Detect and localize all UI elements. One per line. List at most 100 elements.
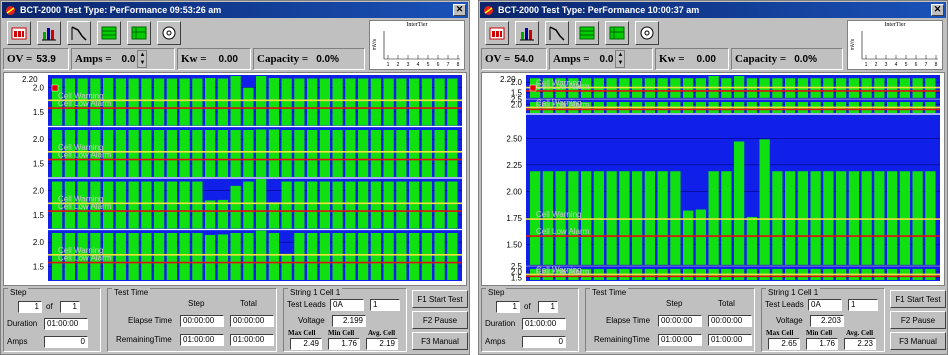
duration-field[interactable]: 01:00:00 (522, 318, 566, 330)
amps-field[interactable]: 0 (522, 336, 566, 348)
pause-button[interactable]: F2 Pause (890, 311, 946, 329)
cell-voltage-bar[interactable] (52, 232, 63, 280)
remaining-step-field[interactable]: 01:00:00 (658, 334, 702, 346)
spreadsheet-icon[interactable] (127, 21, 151, 45)
data-table-icon[interactable] (97, 21, 121, 45)
cell-voltage-bar[interactable] (166, 232, 177, 280)
cell-voltage-bar[interactable] (166, 181, 177, 229)
test-leads-num-field[interactable]: 1 (848, 299, 878, 311)
cell-voltage-bar[interactable] (848, 171, 859, 265)
cell-voltage-bar[interactable] (192, 129, 203, 177)
cell-voltage-bar[interactable] (243, 181, 254, 229)
cell-voltage-bar[interactable] (695, 209, 706, 265)
cell-voltage-bar[interactable] (332, 232, 343, 280)
cell-voltage-bar[interactable] (345, 78, 356, 126)
test-leads-field[interactable]: 0A (330, 299, 364, 311)
cell-voltage-bar[interactable] (772, 171, 783, 265)
cell-voltage-bar[interactable] (230, 129, 241, 177)
cell-voltage-bar[interactable] (179, 181, 190, 229)
cell-voltage-bar[interactable] (141, 181, 152, 229)
cell-voltage-bar[interactable] (396, 232, 407, 280)
cell-voltage-bar[interactable] (759, 139, 770, 265)
cell-voltage-bar[interactable] (593, 171, 604, 265)
cell-voltage-bar[interactable] (447, 181, 458, 229)
cell-voltage-bar[interactable] (115, 181, 126, 229)
cell-voltage-bar[interactable] (797, 171, 808, 265)
cell-voltage-bar[interactable] (447, 129, 458, 177)
cell-voltage-bar[interactable] (103, 232, 114, 280)
cell-voltage-bar[interactable] (128, 129, 139, 177)
cell-voltage-bar[interactable] (52, 181, 63, 229)
cell-voltage-bar[interactable] (294, 181, 305, 229)
cell-voltage-bar[interactable] (268, 78, 279, 126)
cell-voltage-bar[interactable] (670, 171, 681, 265)
bar-chart-icon[interactable] (37, 21, 61, 45)
cell-voltage-bar[interactable] (115, 232, 126, 280)
cell-voltage-bar[interactable] (217, 78, 228, 126)
cell-voltage-bar[interactable] (370, 232, 381, 280)
cell-voltage-bar[interactable] (332, 181, 343, 229)
cell-voltage-bar[interactable] (319, 232, 330, 280)
cell-voltage-bar[interactable] (230, 232, 241, 280)
cell-voltage-bar[interactable] (128, 181, 139, 229)
cell-voltage-bar[interactable] (358, 232, 369, 280)
cell-voltage-bar[interactable] (128, 232, 139, 280)
cell-voltage-bar[interactable] (154, 78, 165, 126)
cell-voltage-bar[interactable] (307, 181, 318, 229)
data-table-icon[interactable] (575, 21, 599, 45)
duration-field[interactable]: 01:00:00 (44, 318, 88, 330)
cell-voltage-bar[interactable] (606, 171, 617, 265)
trend-line-icon[interactable] (67, 21, 91, 45)
cell-voltage-bar[interactable] (230, 185, 241, 229)
cell-voltage-bar[interactable] (294, 78, 305, 126)
cell-voltage-bar[interactable] (205, 129, 216, 177)
close-button[interactable]: ✕ (453, 4, 466, 16)
cell-voltage-bar[interactable] (746, 216, 757, 265)
cell-voltage-bar[interactable] (268, 129, 279, 178)
cell-voltage-bar[interactable] (179, 78, 190, 126)
cell-voltage-bar[interactable] (319, 129, 330, 177)
test-leads-field[interactable]: 0A (808, 299, 842, 311)
cell-voltage-bar[interactable] (77, 181, 88, 229)
trend-line-icon[interactable] (545, 21, 569, 45)
cell-voltage-bar[interactable] (294, 129, 305, 177)
cell-voltage-bar[interactable] (581, 171, 592, 265)
cell-voltage-bar[interactable] (396, 129, 407, 177)
cell-voltage-bar[interactable] (683, 210, 694, 265)
cell-voltage-bar[interactable] (409, 78, 420, 126)
cell-voltage-bar[interactable] (434, 78, 445, 126)
amps-spinner[interactable]: ▲ ▼ (137, 50, 148, 68)
title-bar[interactable]: BCT-2000 Test Type: PerFormance 10:00:37… (480, 2, 946, 18)
cell-voltage-bar[interactable] (115, 78, 126, 126)
of-field[interactable]: 1 (538, 301, 558, 313)
cell-voltage-bar[interactable] (77, 78, 88, 126)
cell-voltage-bar[interactable] (396, 181, 407, 229)
elapse-step-field[interactable]: 00:00:00 (180, 315, 224, 327)
cell-voltage-bar[interactable] (899, 171, 910, 265)
cell-voltage-bar[interactable] (345, 181, 356, 229)
cell-voltage-bar[interactable] (421, 232, 432, 280)
cell-voltage-bar[interactable] (205, 234, 216, 280)
cell-voltage-bar[interactable] (319, 181, 330, 229)
cell-voltage-bar[interactable] (103, 181, 114, 229)
of-field[interactable]: 1 (60, 301, 80, 313)
cell-voltage-bar[interactable] (421, 78, 432, 126)
manual-button[interactable]: F3 Manual (412, 332, 468, 350)
cell-voltage-bar[interactable] (383, 129, 394, 177)
cell-voltage-bar[interactable] (90, 78, 101, 126)
cell-voltage-bar[interactable] (281, 181, 292, 229)
cell-voltage-bar[interactable] (103, 129, 114, 177)
cell-voltage-bar[interactable] (268, 232, 279, 280)
cell-voltage-bar[interactable] (192, 181, 203, 229)
cell-voltage-bar[interactable] (243, 87, 254, 126)
cell-voltage-bar[interactable] (861, 171, 872, 265)
cell-voltage-bar[interactable] (179, 232, 190, 280)
cell-voltage-bar[interactable] (64, 129, 75, 177)
cell-voltage-bar[interactable] (836, 171, 847, 265)
battery-report-icon[interactable] (485, 21, 509, 45)
cell-voltage-bar[interactable] (358, 129, 369, 177)
cell-voltage-bar[interactable] (90, 232, 101, 280)
cell-voltage-bar[interactable] (332, 78, 343, 126)
cell-voltage-bar[interactable] (307, 78, 318, 126)
cell-voltage-bar[interactable] (370, 129, 381, 177)
